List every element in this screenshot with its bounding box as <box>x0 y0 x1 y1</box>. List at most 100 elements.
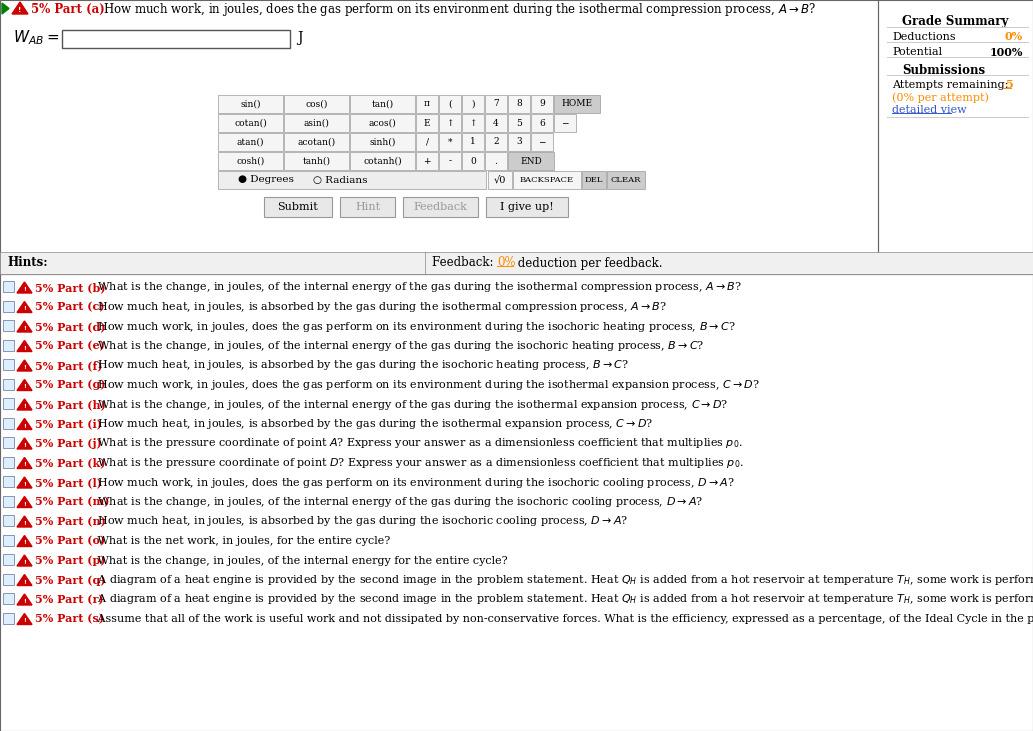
Text: How much work, in joules, does the gas perform on its environment during the iso: How much work, in joules, does the gas p… <box>94 475 734 490</box>
Text: How much work, in joules, does the gas perform on its environment during the iso: How much work, in joules, does the gas p… <box>94 319 735 333</box>
Text: $W_{AB}=$: $W_{AB}=$ <box>13 29 59 48</box>
Text: How much work, in joules, does the gas perform on its environment during the iso: How much work, in joules, does the gas p… <box>94 378 759 392</box>
Text: 5: 5 <box>516 118 522 127</box>
Polygon shape <box>17 360 32 371</box>
FancyBboxPatch shape <box>350 95 415 113</box>
Text: HOME: HOME <box>562 99 593 108</box>
Text: tan(): tan() <box>372 99 394 108</box>
Text: !: ! <box>23 443 26 448</box>
FancyBboxPatch shape <box>508 133 530 151</box>
Text: What is the change, in joules, of the internal energy of the gas during the isoc: What is the change, in joules, of the in… <box>94 495 703 509</box>
FancyBboxPatch shape <box>416 95 438 113</box>
Polygon shape <box>17 555 32 566</box>
Text: ): ) <box>471 99 475 108</box>
Text: !: ! <box>23 326 26 331</box>
FancyBboxPatch shape <box>3 496 14 507</box>
Text: A diagram of a heat engine is provided by the second image in the problem statem: A diagram of a heat engine is provided b… <box>94 573 1033 587</box>
Text: BACKSPACE: BACKSPACE <box>520 176 574 184</box>
Text: sinh(): sinh() <box>370 137 396 146</box>
Text: !: ! <box>23 501 26 507</box>
Text: tanh(): tanh() <box>303 156 331 165</box>
Text: −: − <box>561 118 569 127</box>
FancyBboxPatch shape <box>3 437 14 448</box>
Text: sin(): sin() <box>241 99 260 108</box>
Text: ○ Radians: ○ Radians <box>313 175 368 184</box>
FancyBboxPatch shape <box>439 152 461 170</box>
FancyBboxPatch shape <box>3 398 14 409</box>
FancyBboxPatch shape <box>218 171 486 189</box>
Text: 7: 7 <box>493 99 499 108</box>
Text: 6: 6 <box>539 118 544 127</box>
FancyBboxPatch shape <box>513 171 581 189</box>
Polygon shape <box>17 575 32 586</box>
FancyBboxPatch shape <box>0 252 1033 274</box>
FancyBboxPatch shape <box>218 95 283 113</box>
FancyBboxPatch shape <box>3 574 14 585</box>
FancyBboxPatch shape <box>486 133 507 151</box>
FancyBboxPatch shape <box>554 114 576 132</box>
FancyBboxPatch shape <box>462 114 484 132</box>
Text: I give up!: I give up! <box>500 202 554 212</box>
Polygon shape <box>17 458 32 469</box>
Text: 8: 8 <box>516 99 522 108</box>
Text: 5% Part (g): 5% Part (g) <box>35 379 105 390</box>
Text: Hints:: Hints: <box>7 257 48 270</box>
Polygon shape <box>17 321 32 332</box>
Text: !: ! <box>23 580 26 585</box>
FancyBboxPatch shape <box>3 320 14 331</box>
Text: Submit: Submit <box>278 202 318 212</box>
Text: E: E <box>424 118 431 127</box>
Text: !: ! <box>23 365 26 370</box>
Text: cos(): cos() <box>306 99 327 108</box>
Polygon shape <box>17 379 32 390</box>
Text: 5% Part (n): 5% Part (n) <box>35 516 105 527</box>
Text: CLEAR: CLEAR <box>611 176 641 184</box>
Text: 5% Part (i): 5% Part (i) <box>35 419 102 430</box>
Text: END: END <box>521 156 542 165</box>
FancyBboxPatch shape <box>218 133 283 151</box>
FancyBboxPatch shape <box>3 593 14 604</box>
Text: How much heat, in joules, is absorbed by the gas during the isochoric heating pr: How much heat, in joules, is absorbed by… <box>94 358 629 373</box>
FancyBboxPatch shape <box>416 152 438 170</box>
Polygon shape <box>17 438 32 449</box>
Text: 5% Part (f): 5% Part (f) <box>35 360 102 371</box>
FancyBboxPatch shape <box>486 95 507 113</box>
Text: !: ! <box>23 482 26 487</box>
FancyBboxPatch shape <box>350 114 415 132</box>
FancyBboxPatch shape <box>3 281 14 292</box>
Polygon shape <box>17 399 32 410</box>
Text: +: + <box>424 156 431 165</box>
Polygon shape <box>17 282 32 293</box>
Text: cotanh(): cotanh() <box>364 156 402 165</box>
Polygon shape <box>17 594 32 605</box>
Text: 5% Part (r): 5% Part (r) <box>35 594 103 605</box>
Text: π: π <box>424 99 430 108</box>
Polygon shape <box>17 496 32 507</box>
FancyBboxPatch shape <box>531 133 553 151</box>
FancyBboxPatch shape <box>462 133 484 151</box>
Text: Potential: Potential <box>893 47 942 57</box>
Text: DEL: DEL <box>585 176 603 184</box>
FancyBboxPatch shape <box>284 95 349 113</box>
FancyBboxPatch shape <box>582 171 606 189</box>
Text: Feedback:: Feedback: <box>432 257 497 270</box>
Polygon shape <box>2 3 9 14</box>
Text: 3: 3 <box>516 137 522 146</box>
Text: !: ! <box>23 306 26 311</box>
FancyBboxPatch shape <box>3 613 14 624</box>
Text: 0%: 0% <box>1005 31 1023 42</box>
FancyBboxPatch shape <box>439 114 461 132</box>
Text: cotan(): cotan() <box>234 118 267 127</box>
Text: 5% Part (m): 5% Part (m) <box>35 496 109 507</box>
FancyBboxPatch shape <box>508 152 554 170</box>
FancyBboxPatch shape <box>403 197 478 217</box>
Text: 5% Part (k): 5% Part (k) <box>35 458 105 469</box>
Text: A diagram of a heat engine is provided by the second image in the problem statem: A diagram of a heat engine is provided b… <box>94 593 1033 607</box>
Text: What is the change, in joules, of the internal energy of the gas during the isoc: What is the change, in joules, of the in… <box>94 339 703 353</box>
Text: acotan(): acotan() <box>298 137 336 146</box>
FancyBboxPatch shape <box>3 339 14 350</box>
Text: !: ! <box>23 404 26 409</box>
FancyBboxPatch shape <box>416 114 438 132</box>
FancyBboxPatch shape <box>488 171 512 189</box>
FancyBboxPatch shape <box>3 476 14 487</box>
